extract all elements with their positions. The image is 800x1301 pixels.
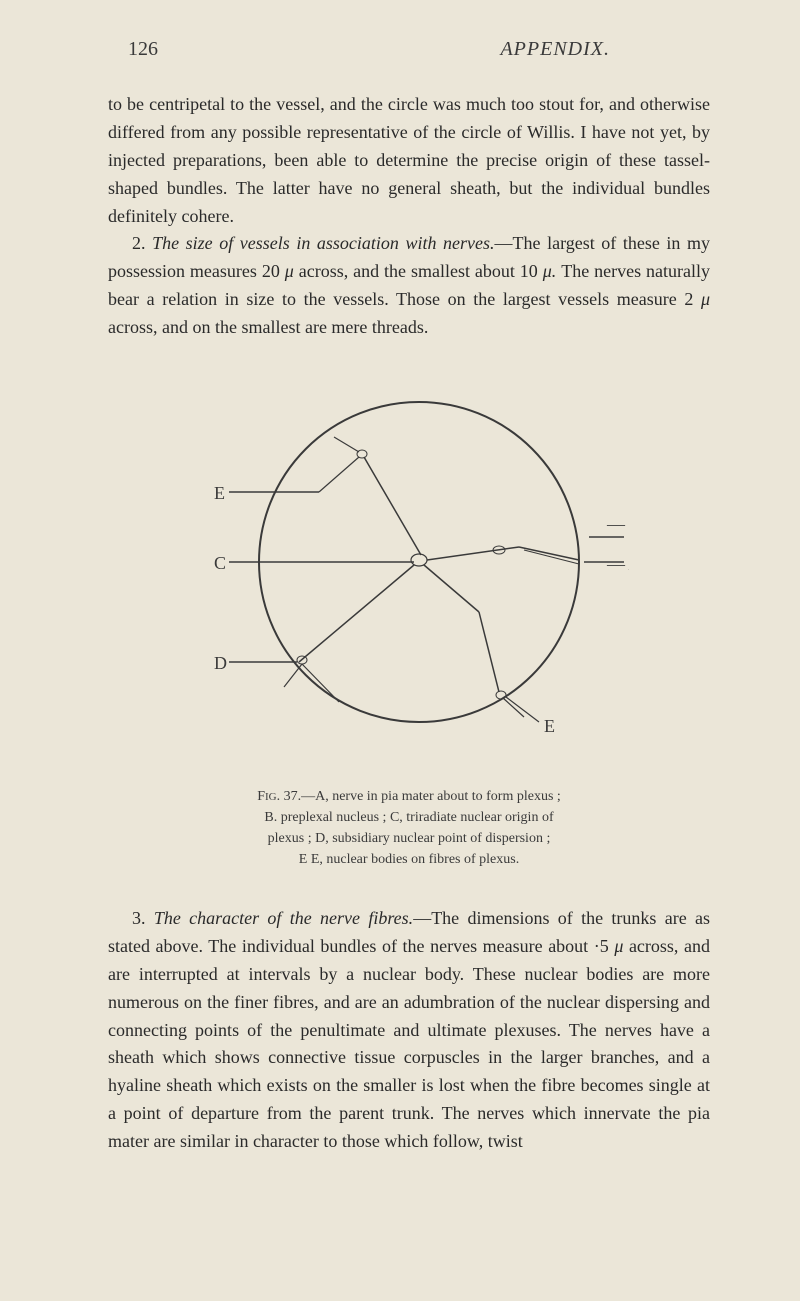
- figure-caption: FIG. 37.—A, nerve in pia mater about to …: [184, 786, 634, 870]
- caption-fig-label: FIG. 37.: [257, 789, 301, 804]
- body-text: to be centripetal to the vessel, and the…: [108, 91, 710, 342]
- paragraph-2: 2. The size of vessels in association wi…: [108, 230, 710, 342]
- label-D: D: [214, 653, 227, 673]
- chapter-title: APPENDIX.: [500, 38, 610, 61]
- label-C: C: [214, 553, 226, 573]
- paragraph-1: to be centripetal to the vessel, and the…: [108, 91, 710, 230]
- body-text-2: 3. The character of the nerve fibres.—Th…: [108, 905, 710, 1156]
- figure-container: E C D — B — A E: [108, 382, 710, 762]
- label-E-left: E: [214, 483, 225, 503]
- figure-37-diagram: E C D — B — A E: [189, 382, 629, 762]
- label-A: — A: [606, 554, 629, 574]
- paragraph-3: 3. The character of the nerve fibres.—Th…: [108, 905, 710, 1156]
- page-header: 126 APPENDIX.: [108, 38, 710, 61]
- label-E-bottom: E: [544, 716, 555, 736]
- page-number: 126: [128, 38, 158, 61]
- label-B: — B: [606, 514, 629, 534]
